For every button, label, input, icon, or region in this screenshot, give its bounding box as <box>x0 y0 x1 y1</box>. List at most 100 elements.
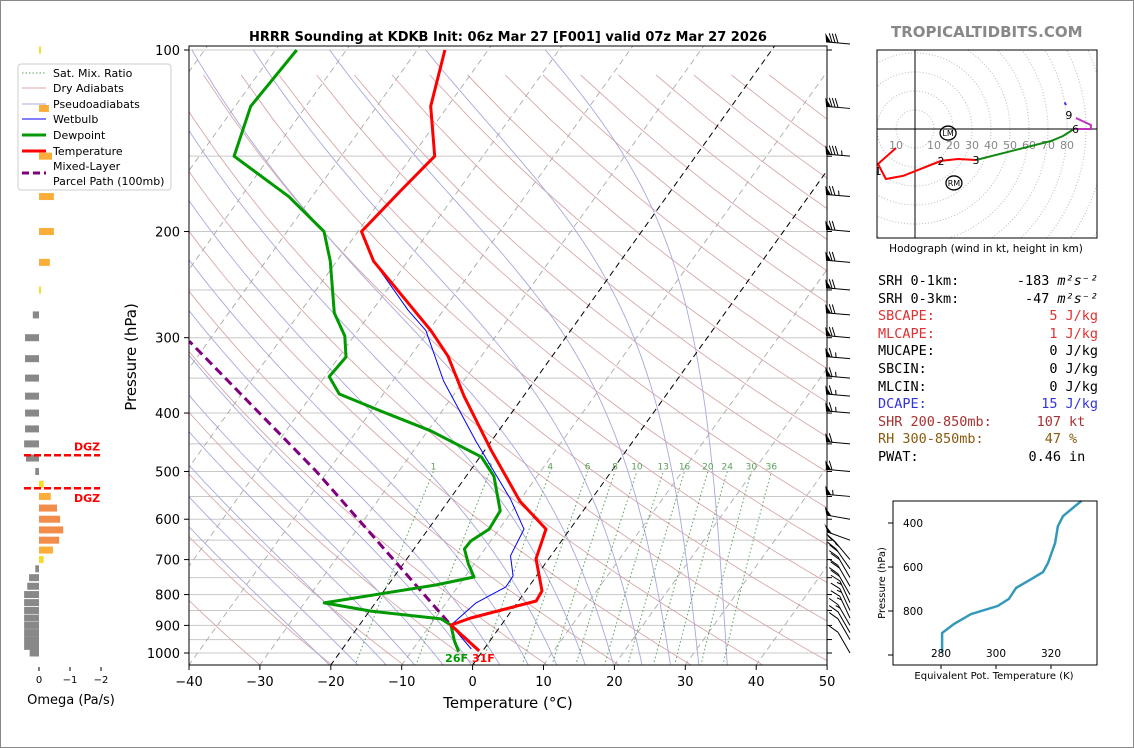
y-tick-label: 800 <box>155 589 180 604</box>
wind-barb <box>830 574 851 603</box>
omega-bar <box>27 582 39 590</box>
omega-bar <box>24 621 39 629</box>
omega-bar <box>24 599 39 607</box>
dry-adiabat-line <box>189 536 333 665</box>
wind-barb <box>825 385 851 397</box>
stat-row: MUCAPE: 0 J/kg <box>878 343 1098 361</box>
legend-label: Mixed-Layer <box>53 160 121 173</box>
surface-dewpoint-label: 26F <box>445 652 468 665</box>
mixing-ratio-line <box>652 471 709 665</box>
hodograph-trace <box>1074 117 1092 130</box>
y-tick-label: 500 <box>155 465 180 480</box>
stat-row: SRH 0-3km: -47 m²s⁻² <box>878 291 1098 309</box>
stat-label: MLCAPE: <box>878 325 935 342</box>
mixing-ratio-label: 6 <box>585 462 591 472</box>
omega-bar <box>29 649 39 657</box>
mixing-ratio-line <box>627 471 685 665</box>
chart-title: HRRR Sounding at KDKB Init: 06z Mar 27 [… <box>249 30 767 45</box>
omega-bar <box>25 409 39 417</box>
stat-unit: J/kg <box>1065 360 1098 377</box>
legend-label: Temperature <box>52 145 123 158</box>
y-tick-label: 400 <box>155 407 180 422</box>
x-tick-label: 10 <box>535 675 552 690</box>
theta-e-frame <box>892 500 1098 666</box>
wind-barb <box>828 567 851 595</box>
pseudoadiabat-line <box>189 129 586 665</box>
wind-barb <box>825 326 851 339</box>
mixing-ratio-label: 36 <box>766 462 778 472</box>
mixing-ratio-line <box>575 471 638 665</box>
hodograph-ring-label: 60 <box>1022 139 1036 152</box>
theta-e-panel: 400 600 800 280 300 320 Equivalent Pot. Temper… <box>877 500 1098 682</box>
omega-bar <box>39 515 61 523</box>
omega-bar <box>39 152 53 160</box>
stat-value: 1 <box>1049 325 1058 342</box>
isotherm-line <box>401 71 827 665</box>
mixing-ratio-line <box>674 471 728 665</box>
hodograph-height-label: 6 <box>1072 123 1079 136</box>
mixing-ratio-line <box>415 471 491 665</box>
omega-bar <box>25 374 39 382</box>
omega-bar <box>39 104 49 112</box>
y-axis-title: Pressure (hPa) <box>122 303 140 411</box>
wind-barb <box>825 485 851 497</box>
omega-bar <box>39 286 41 294</box>
theta-e-x-tick-label: 280 <box>931 648 951 660</box>
omega-bar <box>24 629 39 637</box>
hodograph-ring-label: 20 <box>946 139 960 152</box>
skewt-plot-area: 1 2 4 6 8 10 13 16 20 24 30 36 <box>189 46 827 665</box>
omega-panel: DGZ DGZ 0 −1 −2 Omega (Pa/s) <box>24 46 115 708</box>
omega-bar <box>39 492 51 500</box>
stat-label: RH 300-850mb: <box>878 431 984 448</box>
stat-value: 0 <box>1049 378 1058 395</box>
mixing-ratio-label: 30 <box>746 462 758 472</box>
stat-value: 107 <box>1036 413 1061 430</box>
omega-bar <box>25 454 39 462</box>
stat-label: SBCAPE: <box>878 308 935 325</box>
stat-unit: % <box>1069 431 1078 448</box>
stat-unit: m²s⁻² <box>1057 290 1098 307</box>
theta-e-x-title: Equivalent Pot. Temperature (K) <box>914 671 1073 682</box>
wind-barb <box>830 582 851 611</box>
legend-box <box>17 63 172 191</box>
dry-adiabat-line <box>189 110 827 662</box>
omega-bar <box>35 467 39 475</box>
omega-bar <box>24 642 39 650</box>
isotherm-line <box>259 46 705 665</box>
mixing-ratio-line <box>604 471 664 665</box>
stat-value: 0 <box>1049 343 1058 360</box>
hodograph-height-label: 3 <box>972 154 979 167</box>
mixing-ratio-label: 4 <box>547 462 553 472</box>
wind-barb <box>825 278 851 291</box>
stat-value: -47 <box>1024 290 1050 307</box>
legend-label: Parcel Path (100mb) <box>53 175 164 188</box>
isotherm-line <box>189 46 279 172</box>
dgz-label: DGZ <box>74 440 100 453</box>
isotherm-line <box>189 46 634 665</box>
omega-bar <box>39 526 64 534</box>
hodograph-height-label: 1 <box>874 165 881 178</box>
dry-adiabat-line <box>189 350 549 665</box>
hodograph-ring-label: 30 <box>965 139 979 152</box>
stat-label: SRH 0-1km: <box>878 273 960 289</box>
pseudoadiabat-line <box>189 259 529 665</box>
y-tick-label: 300 <box>155 332 180 347</box>
stat-value: 0 <box>1049 360 1058 377</box>
dry-adiabat-line <box>203 74 827 622</box>
stat-row: SRH 0-1km: -183 m²s⁻² <box>878 273 1098 291</box>
wind-barb <box>825 347 851 360</box>
y-tick-label: 100 <box>155 44 180 59</box>
wind-barb <box>828 597 851 626</box>
omega-bar <box>39 504 57 512</box>
stat-label: SHR 200-850mb: <box>878 413 992 430</box>
theta-e-y-tick-label: 600 <box>903 562 923 574</box>
wind-barb <box>828 605 851 633</box>
stat-row: PWAT: 0.46 in <box>878 449 1098 467</box>
y-tick-label: 1000 <box>147 647 180 662</box>
wind-barb <box>825 251 851 263</box>
pseudoadiabat-line <box>189 394 444 665</box>
stat-label: PWAT: <box>878 448 919 465</box>
omega-bar <box>25 392 39 400</box>
hodograph-trace <box>877 147 977 181</box>
pseudoadiabat-line <box>189 354 473 665</box>
